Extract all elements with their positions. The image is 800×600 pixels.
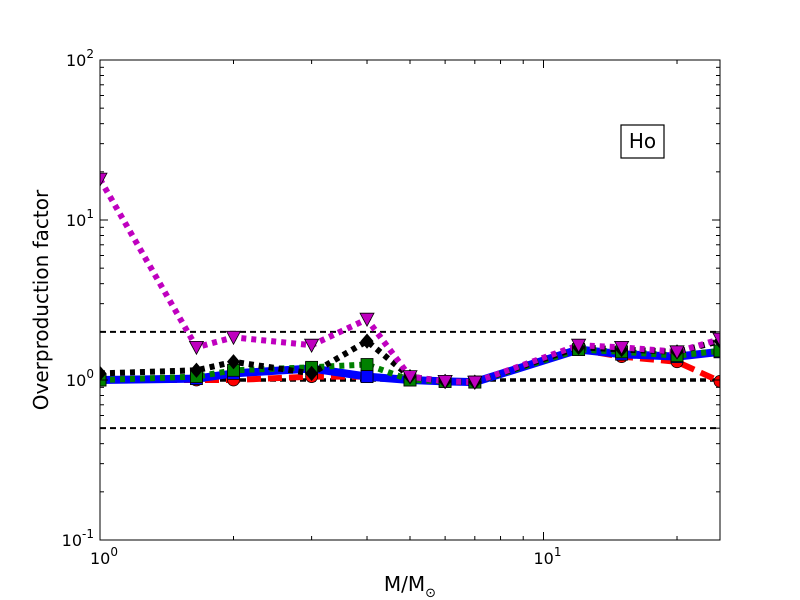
data-point [305, 365, 319, 381]
data-point [303, 338, 320, 354]
data-point [359, 312, 375, 328]
y-tick-label: 100 [66, 367, 94, 390]
x-axis-label: M/M⊙ [384, 572, 436, 600]
data-point [713, 344, 720, 358]
annotation-label: Ho [629, 129, 656, 153]
x-axis-label-subscript: ⊙ [425, 586, 436, 600]
series-line-5 [100, 177, 720, 386]
data-point [713, 375, 720, 388]
data-point [360, 333, 374, 349]
data-point [669, 345, 685, 360]
y-axis-label: Overproduction factor [29, 189, 53, 410]
data-point [712, 332, 720, 348]
data-point [100, 172, 108, 188]
data-point [402, 370, 418, 385]
data-point [360, 370, 374, 384]
data-point [437, 375, 453, 390]
y-tick-label: 101 [66, 207, 94, 230]
data-point [100, 365, 107, 381]
data-point [360, 358, 374, 371]
data-point [188, 340, 205, 356]
data-point [189, 362, 203, 378]
data-point [225, 330, 242, 346]
data-point [613, 340, 630, 356]
y-tick-label: 10-1 [62, 527, 94, 550]
plot-area [100, 60, 720, 540]
x-axis-label-main: M/M [384, 572, 425, 596]
data-point [570, 338, 587, 354]
x-tick-label: 100 [90, 545, 118, 568]
data-point [226, 354, 241, 370]
x-tick-label: 101 [534, 545, 562, 568]
data-point [467, 375, 483, 390]
annotation-box: Ho [620, 124, 665, 159]
y-tick-label: 102 [66, 47, 94, 70]
axis-ticks [99, 59, 720, 541]
